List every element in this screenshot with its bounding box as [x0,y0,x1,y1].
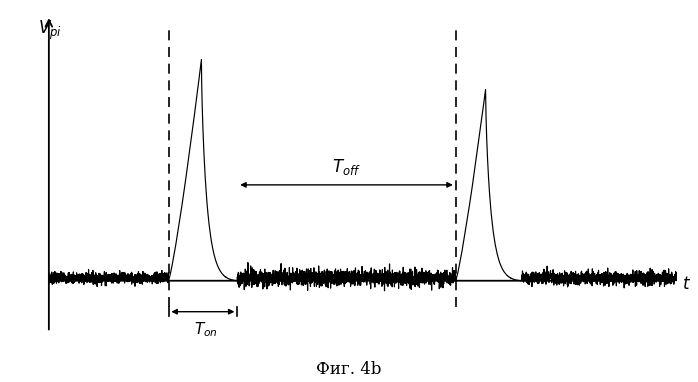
Text: $V_{pi}$: $V_{pi}$ [38,19,62,42]
Text: Фиг. 4b: Фиг. 4b [316,361,382,378]
Text: $T_{off}$: $T_{off}$ [332,157,361,178]
Text: $T_{on}$: $T_{on}$ [194,320,218,339]
Text: $t$: $t$ [681,276,690,293]
